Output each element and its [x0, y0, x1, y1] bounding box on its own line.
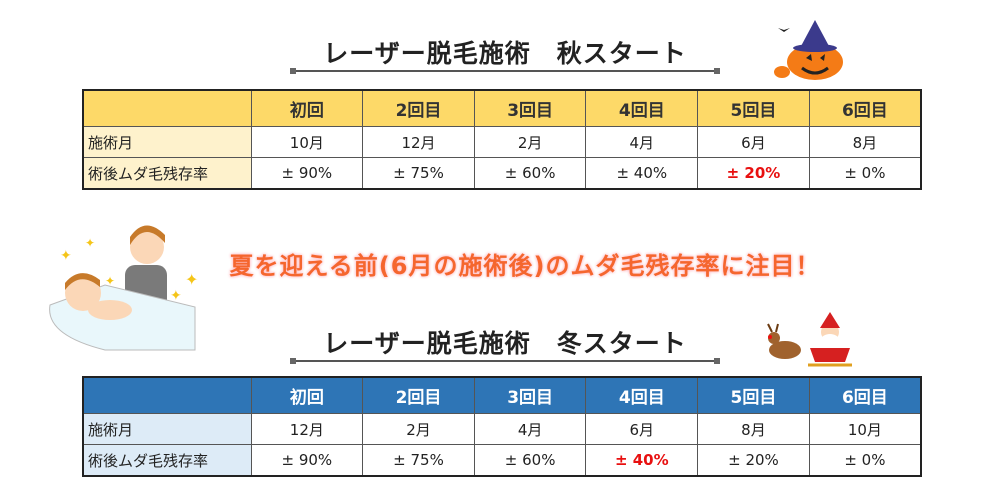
santa-sleigh-icon	[767, 312, 852, 367]
halloween-pumpkin-icon	[774, 20, 843, 80]
table-cell: 10月	[808, 413, 922, 445]
table-cell: 6月	[697, 126, 810, 158]
header-cell: 3回目	[473, 89, 587, 127]
header-cell: 2回目	[362, 376, 475, 414]
table-row: 術後ムダ毛残存率 ± 90% ± 75% ± 60% ± 40% ± 20% ±…	[82, 157, 922, 190]
table-cell: ± 40%	[585, 157, 699, 190]
table-cell: 4月	[473, 413, 587, 445]
row-label: 施術月	[82, 126, 252, 158]
header-cell: 4回目	[585, 376, 699, 414]
table-cell: 10月	[250, 126, 364, 158]
table-row: 施術月 12月 2月 4月 6月 8月 10月	[82, 413, 922, 445]
header-cell	[82, 89, 252, 127]
table-cell: 6月	[585, 413, 699, 445]
row-label: 施術月	[82, 413, 252, 445]
massage-illustration: ✦ ✦ ✦ ✦ ✦	[49, 225, 198, 351]
table-cell: 8月	[808, 126, 922, 158]
table-cell: 2月	[473, 126, 587, 158]
header-cell: 5回目	[697, 89, 810, 127]
header-cell: 初回	[250, 376, 364, 414]
svg-text:✦: ✦	[60, 248, 72, 264]
highlighted-cell: ± 40%	[585, 444, 699, 477]
header-cell: 6回目	[808, 376, 922, 414]
highlighted-cell: ± 20%	[697, 157, 810, 190]
header-cell: 3回目	[473, 376, 587, 414]
table-cell: ± 0%	[808, 444, 922, 477]
title-underline	[290, 68, 720, 74]
table-header-row: 初回 2回目 3回目 4回目 5回目 6回目	[82, 376, 922, 414]
header-cell	[82, 376, 252, 414]
title-underline	[290, 358, 720, 364]
header-cell: 初回	[250, 89, 364, 127]
table-cell: ± 60%	[473, 444, 587, 477]
row-label: 術後ムダ毛残存率	[82, 444, 252, 477]
table-cell: ± 90%	[250, 157, 364, 190]
svg-text:✦: ✦	[185, 270, 198, 289]
table-cell: ± 20%	[697, 444, 810, 477]
table-cell: ± 75%	[362, 157, 475, 190]
table-cell: ± 0%	[808, 157, 922, 190]
highlight-banner: 夏を迎える前(6月の施術後)のムダ毛残存率に注目！	[229, 252, 821, 280]
winter-title: レーザー脱毛施術 冬スタート	[323, 329, 687, 358]
autumn-title: レーザー脱毛施術 秋スタート	[323, 39, 687, 68]
table-header-row: 初回 2回目 3回目 4回目 5回目 6回目	[82, 89, 922, 127]
svg-text:✦: ✦	[105, 274, 115, 288]
winter-schedule-table: 初回 2回目 3回目 4回目 5回目 6回目 施術月 12月 2月 4月 6月 …	[82, 376, 922, 477]
autumn-schedule-table: 初回 2回目 3回目 4回目 5回目 6回目 施術月 10月 12月 2月 4月…	[82, 89, 922, 190]
table-row: 術後ムダ毛残存率 ± 90% ± 75% ± 60% ± 40% ± 20% ±…	[82, 444, 922, 477]
table-cell: 12月	[362, 126, 475, 158]
table-cell: 4月	[585, 126, 699, 158]
svg-text:✦: ✦	[85, 236, 95, 250]
row-label: 術後ムダ毛残存率	[82, 157, 252, 190]
header-cell: 4回目	[585, 89, 699, 127]
table-cell: ± 90%	[250, 444, 364, 477]
table-cell: ± 60%	[473, 157, 587, 190]
header-cell: 6回目	[808, 89, 922, 127]
svg-text:✦: ✦	[170, 288, 182, 304]
header-cell: 2回目	[362, 89, 475, 127]
table-cell: 8月	[697, 413, 810, 445]
table-cell: ± 75%	[362, 444, 475, 477]
table-cell: 12月	[250, 413, 364, 445]
table-row: 施術月 10月 12月 2月 4月 6月 8月	[82, 126, 922, 158]
table-cell: 2月	[362, 413, 475, 445]
header-cell: 5回目	[697, 376, 810, 414]
